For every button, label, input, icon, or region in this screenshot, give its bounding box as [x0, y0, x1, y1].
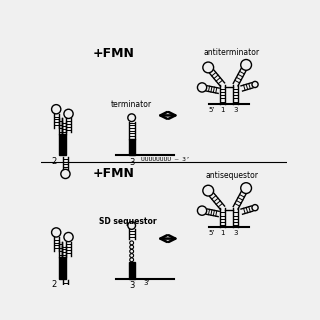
Text: 3’: 3’	[143, 280, 150, 286]
Text: 3: 3	[129, 158, 134, 167]
Text: 5’: 5’	[209, 107, 215, 113]
Text: 3: 3	[129, 281, 134, 290]
Text: 3: 3	[233, 107, 238, 113]
Text: 3: 3	[233, 230, 238, 236]
Text: 1: 1	[220, 230, 225, 236]
Text: antiterminator: antiterminator	[204, 48, 260, 57]
Text: 1: 1	[220, 107, 225, 113]
Text: antisequestor: antisequestor	[205, 171, 258, 180]
Text: terminator: terminator	[111, 100, 152, 109]
Bar	[59, 134, 66, 156]
Text: UUUUUUUU – 3’: UUUUUUUU – 3’	[141, 157, 190, 162]
Bar	[129, 262, 135, 279]
Text: 2: 2	[52, 280, 57, 289]
Text: 2: 2	[52, 157, 57, 166]
Text: SD sequestor: SD sequestor	[99, 217, 156, 226]
Bar	[129, 139, 135, 156]
Text: 5’: 5’	[209, 230, 215, 236]
Text: +FMN: +FMN	[93, 47, 135, 60]
Bar	[59, 257, 66, 279]
Text: +FMN: +FMN	[93, 167, 135, 180]
